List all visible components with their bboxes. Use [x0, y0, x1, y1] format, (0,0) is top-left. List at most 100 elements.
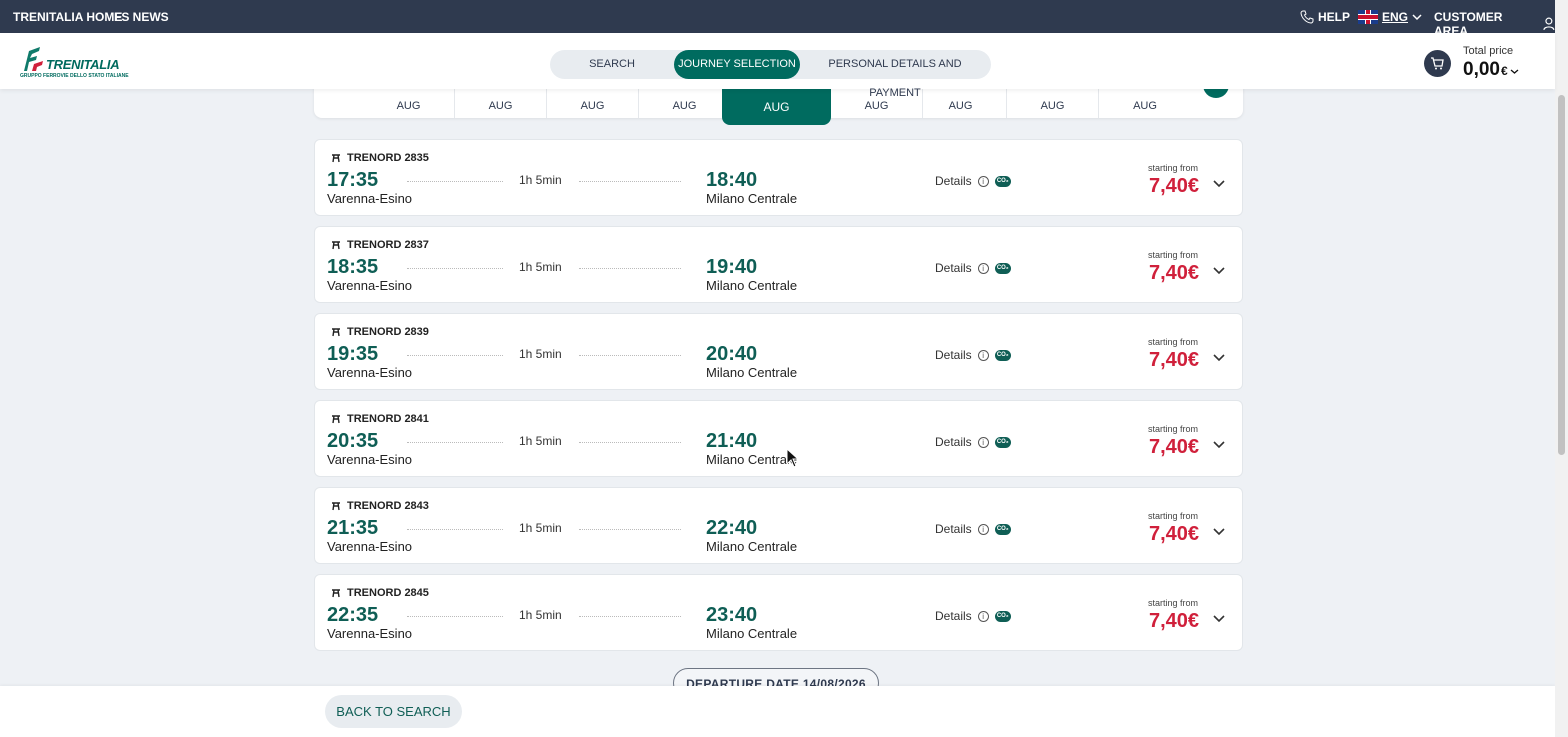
- train-card[interactable]: TRENORD 2839 19:35 Varenna-Esino 1h 5min…: [314, 313, 1243, 390]
- duration: 1h 5min: [519, 521, 562, 535]
- chevron-down-icon: [1412, 14, 1422, 21]
- back-to-search-button[interactable]: BACK TO SEARCH: [325, 695, 462, 728]
- chevron-down-icon: [1510, 69, 1519, 74]
- arrival-station: Milano Centrale: [706, 626, 798, 641]
- starting-from-label: starting from: [1148, 337, 1199, 347]
- route-line: [407, 529, 503, 530]
- route-line: [579, 268, 681, 269]
- details-link[interactable]: Details i CO₂: [935, 348, 1011, 362]
- details-label: Details: [935, 261, 972, 275]
- info-icon[interactable]: i: [977, 436, 989, 448]
- info-icon[interactable]: i: [977, 523, 989, 535]
- train-name-label: TRENORD 2845: [347, 587, 429, 599]
- details-link[interactable]: Details i CO₂: [935, 522, 1011, 536]
- details-label: Details: [935, 435, 972, 449]
- info-icon[interactable]: i: [977, 175, 989, 187]
- train-name-label: TRENORD 2839: [347, 326, 429, 338]
- departure-station: Varenna-Esino: [327, 539, 413, 554]
- duration: 1h 5min: [519, 173, 562, 187]
- date-month: AUG: [396, 100, 421, 112]
- page-scrollbar[interactable]: [1555, 0, 1568, 737]
- train-name-label: TRENORD 2835: [347, 152, 429, 164]
- route-line: [407, 442, 503, 443]
- train-card[interactable]: TRENORD 2843 21:35 Varenna-Esino 1h 5min…: [314, 487, 1243, 564]
- info-icon[interactable]: i: [977, 262, 989, 274]
- departure-time: 21:35: [327, 517, 379, 539]
- train-card[interactable]: TRENORD 2841 20:35 Varenna-Esino 1h 5min…: [314, 400, 1243, 477]
- train-icon: [332, 501, 340, 510]
- train-card[interactable]: TRENORD 2835 17:35 Varenna-Esino 1h 5min…: [314, 139, 1243, 216]
- departure-station: Varenna-Esino: [327, 626, 413, 641]
- starting-from-label: starting from: [1148, 598, 1199, 608]
- info-icon[interactable]: i: [977, 610, 989, 622]
- departure-station: Varenna-Esino: [327, 452, 413, 467]
- trenitalia-home-link[interactable]: TRENITALIA HOME: [13, 10, 123, 24]
- train-name: TRENORD 2843: [331, 500, 429, 512]
- price: 7,40€: [1149, 436, 1200, 458]
- route-line: [579, 355, 681, 356]
- date-month: AUG: [1133, 100, 1157, 112]
- route-line: [579, 442, 681, 443]
- total-price-label: Total price: [1463, 45, 1514, 57]
- co2-icon[interactable]: CO₂: [994, 610, 1011, 622]
- details-link[interactable]: Details i CO₂: [935, 174, 1011, 188]
- language-code: ENG: [1382, 10, 1409, 24]
- price: 7,40€: [1149, 175, 1200, 197]
- details-link[interactable]: Details i CO₂: [935, 435, 1011, 449]
- train-name-label: TRENORD 2843: [347, 500, 429, 512]
- starting-from-label: starting from: [1148, 250, 1199, 260]
- trenitalia-logo-mark-icon: [24, 47, 43, 71]
- train-name: TRENORD 2837: [331, 239, 429, 251]
- chevron-down-icon[interactable]: [1213, 354, 1225, 362]
- help-link[interactable]: HELP: [1300, 10, 1350, 24]
- train-name-label: TRENORD 2841: [347, 413, 429, 425]
- co2-icon[interactable]: CO₂: [994, 349, 1011, 361]
- total-price-currency: €: [1500, 64, 1508, 78]
- chevron-down-icon[interactable]: [1213, 528, 1225, 536]
- date-month: AUG: [763, 100, 790, 114]
- co2-icon[interactable]: CO₂: [994, 523, 1011, 535]
- details-label: Details: [935, 609, 972, 623]
- top-bar: TRENITALIA HOME FS NEWS HELP ENG CUSTOME…: [0, 0, 1555, 38]
- co2-icon[interactable]: CO₂: [994, 436, 1011, 448]
- fs-news-link[interactable]: FS NEWS: [114, 10, 169, 24]
- arrival-time: 21:40: [706, 430, 758, 452]
- chevron-down-icon[interactable]: [1213, 441, 1225, 449]
- cart-button[interactable]: [1424, 50, 1451, 77]
- route-line: [407, 355, 503, 356]
- details-link[interactable]: Details i CO₂: [935, 609, 1011, 623]
- details-link[interactable]: Details i CO₂: [935, 261, 1011, 275]
- departure-station: Varenna-Esino: [327, 191, 413, 206]
- arrival-time: 18:40: [706, 169, 758, 191]
- trenitalia-logo[interactable]: TRENITALIA GRUPPO FERROVIE DELLO STATO I…: [18, 45, 129, 81]
- train-card[interactable]: TRENORD 2837 18:35 Varenna-Esino 1h 5min…: [314, 226, 1243, 303]
- language-selector[interactable]: ENG: [1358, 10, 1422, 24]
- details-label: Details: [935, 174, 972, 188]
- train-name: TRENORD 2835: [331, 152, 429, 164]
- phone-icon: [1300, 10, 1314, 24]
- date-month: AUG: [672, 100, 697, 112]
- price: 7,40€: [1149, 262, 1200, 284]
- arrival-station: Milano Centrale: [706, 365, 798, 380]
- total-price-dropdown[interactable]: 0,00 €: [1463, 59, 1519, 81]
- train-card[interactable]: TRENORD 2845 22:35 Varenna-Esino 1h 5min…: [314, 574, 1243, 651]
- co2-icon[interactable]: CO₂: [994, 175, 1011, 187]
- train-name: TRENORD 2841: [331, 413, 429, 425]
- chevron-down-icon[interactable]: [1213, 267, 1225, 275]
- scrollbar-thumb[interactable]: [1558, 95, 1565, 455]
- step-journey-selection[interactable]: JOURNEY SELECTION: [674, 50, 800, 79]
- step-search[interactable]: SEARCH: [589, 58, 635, 70]
- step-personal-details-payment[interactable]: PERSONAL DETAILS AND PAYMENT: [828, 58, 962, 99]
- duration: 1h 5min: [519, 347, 562, 361]
- chevron-down-icon[interactable]: [1213, 180, 1225, 188]
- info-icon[interactable]: i: [977, 349, 989, 361]
- starting-from-label: starting from: [1148, 424, 1199, 434]
- chevron-down-icon[interactable]: [1213, 615, 1225, 623]
- logo-tagline: GRUPPO FERROVIE DELLO STATO ITALIANE: [20, 73, 129, 79]
- price: 7,40€: [1149, 523, 1200, 545]
- co2-icon[interactable]: CO₂: [994, 262, 1011, 274]
- route-line: [407, 616, 503, 617]
- route-line: [579, 616, 681, 617]
- uk-flag-icon: [1358, 10, 1378, 24]
- arrival-time: 22:40: [706, 517, 758, 539]
